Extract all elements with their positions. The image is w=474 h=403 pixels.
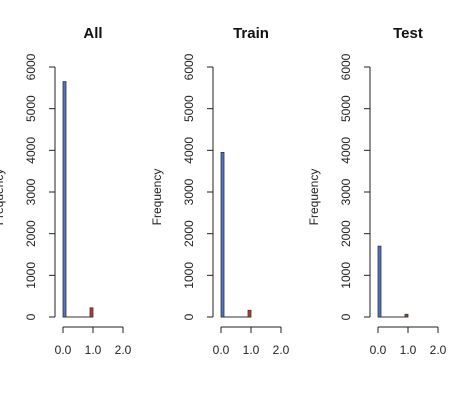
histogram-bar [89,307,94,318]
panel-all: All Frequency 0 1000 2000 3000 4000 5000 6000 0.0… [0,25,132,357]
panel-test: Test Frequency 0 1000 2000 3000 4000 5000 6000 0.… [307,25,447,357]
histogram-bar [62,81,67,318]
x-tick-label: 0.0 [213,343,230,357]
y-tick-label: 6000 [182,53,196,80]
y-tick-label: 1000 [24,262,38,289]
y-tick-label: 1000 [339,262,353,289]
y-tick-label: 4000 [24,137,38,164]
y-tick-label: 3000 [24,178,38,205]
y-axis-label: Frequency [307,169,321,226]
x-tick-label: 0.0 [370,343,387,357]
y-tick-label: 2000 [24,220,38,247]
y-tick-label: 4000 [339,137,353,164]
y-tick-label: 4000 [182,137,196,164]
y-axis-label: Frequency [0,169,6,226]
x-tick-label: 1.0 [243,343,260,357]
y-tick-label: 0 [182,313,196,320]
y-tick-label: 3000 [339,178,353,205]
histogram-bar [247,309,252,318]
y-tick-label: 0 [339,313,353,320]
panel-train: Train Frequency 0 1000 2000 3000 4000 5000 6000 0… [150,25,290,357]
y-tick-label: 1000 [182,262,196,289]
x-tick-label: 2.0 [273,343,290,357]
x-tick-label: 0.0 [55,343,72,357]
x-tick-label: 2.0 [430,343,447,357]
histogram-bar [404,313,409,318]
y-tick-label: 6000 [339,53,353,80]
y-tick-label: 0 [24,313,38,320]
y-axis-label: Frequency [150,169,164,226]
histogram-panels: All Frequency 0 1000 2000 3000 4000 5000 6000 0.0… [0,25,447,357]
x-tick-label: 1.0 [400,343,417,357]
histogram-bar [377,245,382,318]
y-tick-label: 5000 [339,95,353,122]
y-tick-label: 3000 [182,178,196,205]
y-tick-label: 2000 [182,220,196,247]
y-tick-label: 5000 [182,95,196,122]
y-tick-label: 2000 [339,220,353,247]
y-tick-label: 5000 [24,95,38,122]
panel-title: All [83,25,102,42]
y-tick-label: 6000 [24,53,38,80]
panel-title: Train [233,25,269,42]
panel-title: Test [393,25,423,42]
histogram-bar [220,152,225,318]
x-tick-label: 1.0 [85,343,102,357]
x-tick-label: 2.0 [115,343,132,357]
